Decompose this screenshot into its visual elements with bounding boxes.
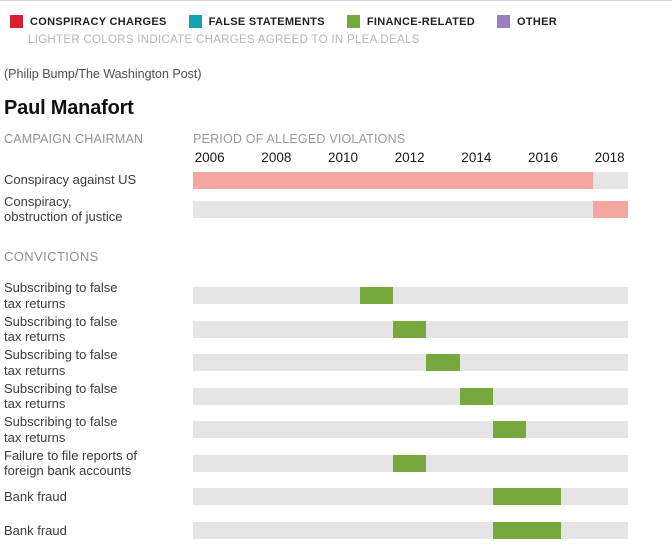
chart-header-row: CAMPAIGN CHAIRMAN PERIOD OF ALLEGED VIOL… <box>4 132 672 146</box>
bar-segment <box>393 454 427 472</box>
timeline-track <box>193 454 628 472</box>
legend-swatch-other <box>497 15 511 28</box>
timeline-track <box>193 354 628 372</box>
axis-tick: 2014 <box>461 150 492 165</box>
legend-label: CONSPIRACY CHARGES <box>30 15 167 28</box>
axis-tick: 2018 <box>594 150 625 165</box>
axis-label: PERIOD OF ALLEGED VIOLATIONS <box>193 132 406 146</box>
timeline-track <box>193 488 628 506</box>
chart-row: Subscribing to false tax returns <box>4 380 672 414</box>
legend-swatch-finance <box>346 15 360 28</box>
axis-tick: 2008 <box>261 150 292 165</box>
page: CONSPIRACY CHARGES FALSE STATEMENTS FINANC… <box>0 15 672 547</box>
legend-swatch-false_statements <box>188 15 202 28</box>
chart-row: Subscribing to false tax returns <box>4 346 672 380</box>
chart-row: Bank fraud <box>4 480 672 514</box>
bar-segment <box>493 488 562 506</box>
timeline-track <box>193 200 628 218</box>
legend-note: LIGHTER COLORS INDICATE CHARGES AGREED T… <box>28 34 420 46</box>
timeline-track <box>193 421 628 439</box>
bar-segment <box>426 354 460 372</box>
legend-label: FALSE STATEMENTS <box>208 15 325 28</box>
chart-row: Conspiracy against US <box>4 168 672 192</box>
row-label: Subscribing to false tax returns <box>4 414 118 445</box>
legend-label: OTHER <box>517 15 558 28</box>
person-title: Paul Manafort <box>4 97 134 119</box>
legend-swatch-conspiracy <box>10 15 23 28</box>
legend-item-other: OTHER <box>497 15 557 28</box>
chart-section: Conspiracy against US Conspiracy, obstruct… <box>4 168 672 226</box>
legend-label: FINANCE-RELATED <box>366 15 476 28</box>
axis-ticks: 2006 2008 2010 2012 2014 2016 2018 <box>193 149 628 166</box>
bar-segment <box>393 320 427 338</box>
row-label: Subscribing to false tax returns <box>4 280 118 311</box>
chart-row: Subscribing to false tax returns <box>4 313 672 347</box>
row-label: Failure to file reports of foreign bank a… <box>4 447 137 479</box>
chart-row: Subscribing to false tax returns <box>4 413 672 447</box>
timeline-track <box>193 287 628 305</box>
axis-tick: 2012 <box>394 150 425 165</box>
legend: CONSPIRACY CHARGES FALSE STATEMENTS FINANC… <box>10 15 672 28</box>
timeline-track <box>193 387 628 405</box>
chart-rows: Conspiracy against US Conspiracy, obstruct… <box>4 168 672 547</box>
row-label: Bank fraud <box>4 522 67 538</box>
bar-segment <box>359 287 393 305</box>
byline: (Philip Bump/The Washington Post) <box>4 67 202 81</box>
row-label: Subscribing to false tax returns <box>4 347 118 378</box>
axis-tick: 2016 <box>527 150 559 165</box>
chart-row: Bank fraud <box>4 514 672 548</box>
row-label: Conspiracy against US <box>4 172 137 188</box>
legend-item-conspiracy: CONSPIRACY CHARGES <box>10 15 167 28</box>
legend-item-finance: FINANCE-RELATED <box>346 15 476 28</box>
timeline-track <box>193 320 628 338</box>
row-label: Subscribing to false tax returns <box>4 380 118 412</box>
bar-segment <box>193 171 593 189</box>
chart-row: Subscribing to false tax returns <box>4 279 672 313</box>
row-label: Conspiracy, obstruction of justice <box>4 193 123 225</box>
bar-segment <box>459 387 493 405</box>
axis-tick: 2010 <box>327 150 359 165</box>
row-label: Subscribing to false tax returns <box>4 313 118 345</box>
person-role: CAMPAIGN CHAIRMAN <box>4 132 144 146</box>
bar-segment <box>493 521 562 539</box>
axis-tick: 2006 <box>194 150 225 165</box>
chart-row: Conspiracy, obstruction of justice <box>4 192 672 226</box>
bar-segment <box>493 421 527 439</box>
timeline-track <box>193 171 628 189</box>
chart-row: Failure to file reports of foreign bank a… <box>4 447 672 481</box>
row-label: Bank fraud <box>4 489 67 504</box>
timeline-track <box>193 521 628 539</box>
section-header: CONVICTIONS <box>4 249 99 264</box>
bar-segment <box>593 200 628 218</box>
chart-section: CONVICTIONS Subscribing to false tax retur… <box>4 249 672 547</box>
legend-item-false_statements: FALSE STATEMENTS <box>188 15 325 28</box>
